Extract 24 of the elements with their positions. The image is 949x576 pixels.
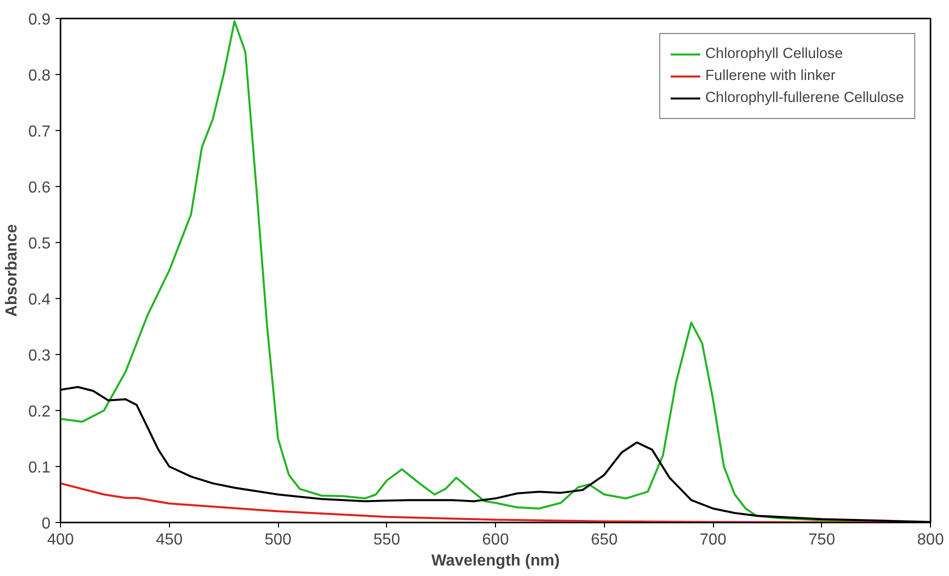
y-tick-label: 0.6: [28, 180, 51, 196]
x-tick-label: 500: [264, 532, 292, 548]
y-tick-label: 0: [42, 516, 51, 532]
x-tick-label: 600: [482, 532, 509, 548]
x-tick-label: 800: [917, 532, 944, 548]
y-tick-label: 0.9: [28, 12, 51, 28]
x-axis-title: Wavelength (nm): [431, 552, 560, 570]
legend-label: Chlorophyll Cellulose: [705, 46, 843, 62]
y-tick-label: 0.4: [28, 292, 51, 308]
x-tick-label: 650: [590, 532, 618, 548]
y-tick-label: 0.3: [28, 348, 51, 364]
legend-label: Fullerene with linker: [705, 68, 836, 84]
y-tick-label: 0.7: [28, 124, 51, 140]
y-axis-title: Absorbance: [3, 224, 20, 317]
x-tick-label: 750: [808, 532, 836, 548]
y-tick-label: 0.8: [28, 68, 51, 84]
x-tick-label: 400: [47, 532, 74, 548]
x-tick-label: 450: [156, 532, 183, 548]
y-tick-label: 0.1: [28, 460, 51, 476]
y-tick-label: 0.5: [28, 236, 51, 252]
x-tick-label: 550: [373, 532, 400, 548]
x-tick-label: 700: [700, 532, 726, 548]
legend-label: Chlorophyll-fullerene Cellulose: [705, 90, 904, 106]
y-tick-label: 0.2: [28, 404, 51, 420]
